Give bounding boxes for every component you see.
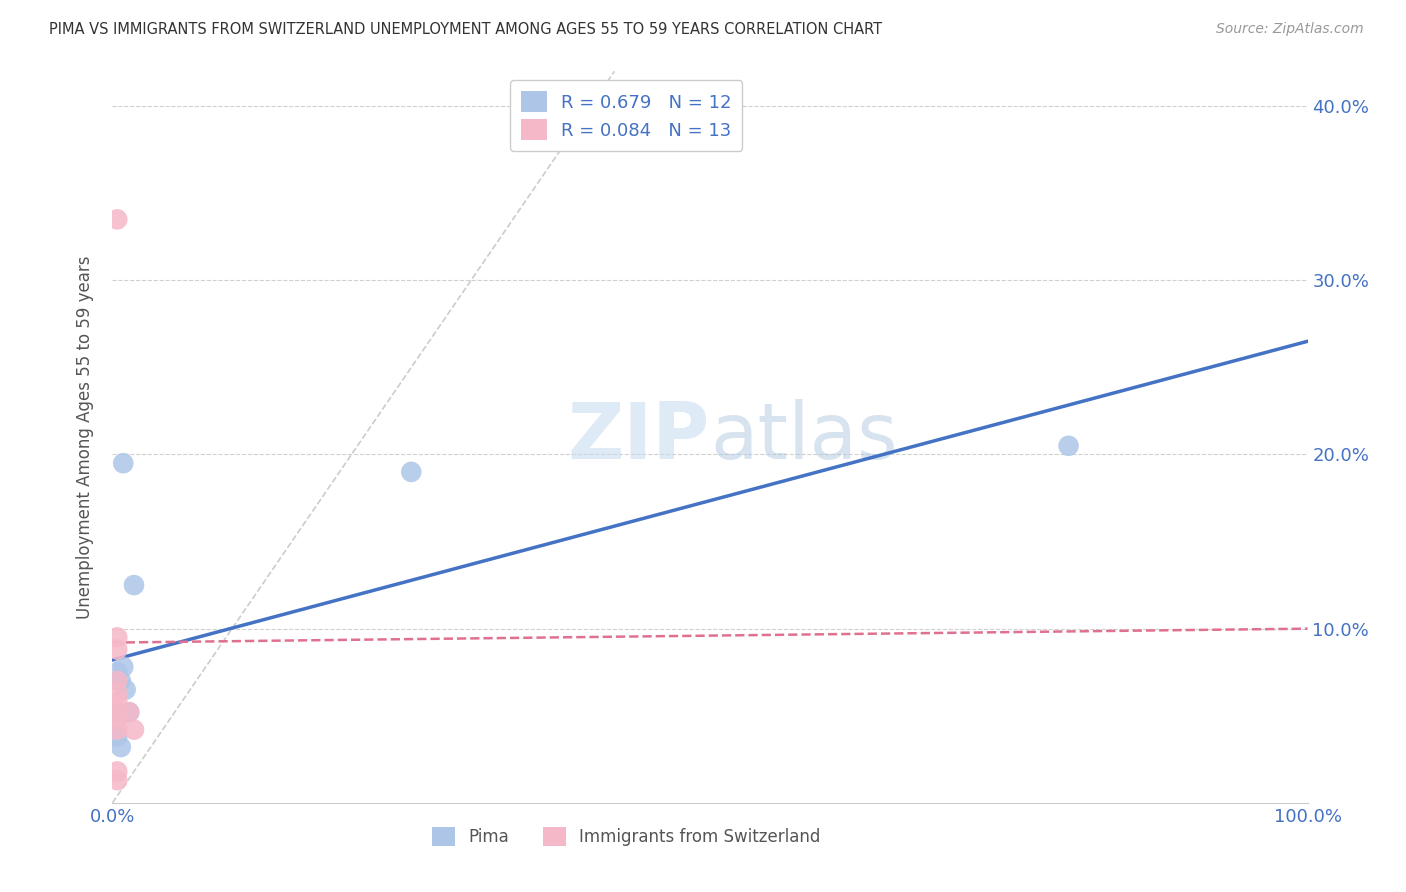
Point	[105, 673, 128, 688]
Point	[105, 212, 128, 227]
Point	[105, 686, 128, 700]
Point	[110, 740, 132, 755]
Point	[105, 712, 128, 726]
Text: Source: ZipAtlas.com: Source: ZipAtlas.com	[1216, 22, 1364, 37]
Point	[122, 578, 145, 592]
Point	[105, 723, 128, 737]
Text: ZIP: ZIP	[568, 399, 710, 475]
Point	[105, 705, 128, 719]
Point	[122, 723, 145, 737]
Point	[112, 456, 135, 470]
Point	[118, 705, 141, 719]
Point	[105, 773, 128, 788]
Point	[105, 642, 128, 657]
Point	[401, 465, 423, 479]
Point	[110, 673, 132, 688]
Point	[118, 705, 141, 719]
Legend: Pima, Immigrants from Switzerland: Pima, Immigrants from Switzerland	[425, 821, 828, 853]
Y-axis label: Unemployment Among Ages 55 to 59 years: Unemployment Among Ages 55 to 59 years	[76, 255, 94, 619]
Point	[105, 665, 128, 680]
Point	[105, 705, 128, 719]
Point	[105, 764, 128, 779]
Point	[105, 695, 128, 709]
Text: atlas: atlas	[710, 399, 897, 475]
Text: PIMA VS IMMIGRANTS FROM SWITZERLAND UNEMPLOYMENT AMONG AGES 55 TO 59 YEARS CORRE: PIMA VS IMMIGRANTS FROM SWITZERLAND UNEM…	[49, 22, 883, 37]
Point	[112, 660, 135, 674]
Point	[1057, 439, 1080, 453]
Point	[105, 631, 128, 645]
Point	[105, 730, 128, 744]
Point	[114, 682, 136, 697]
